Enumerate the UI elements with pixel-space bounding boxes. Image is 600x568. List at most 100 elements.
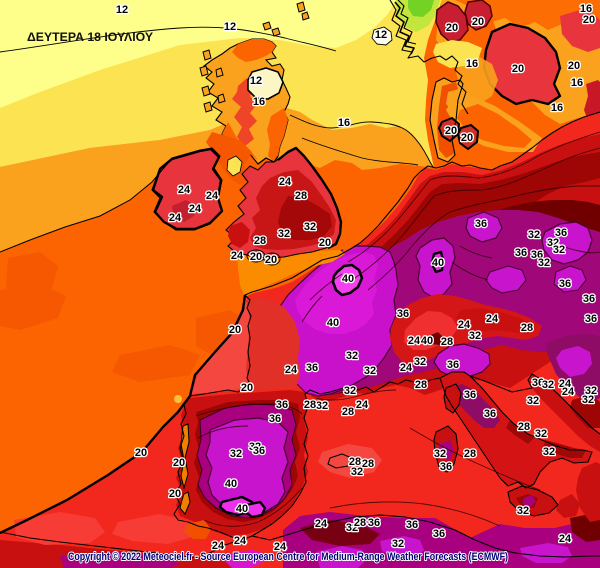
svg-text:12: 12 <box>224 21 236 33</box>
svg-text:12: 12 <box>375 29 387 41</box>
svg-text:ΔΕΥΤΕΡΑ 18 ΙΟΥΛΙΟΥ: ΔΕΥΤΕΡΑ 18 ΙΟΥΛΙΟΥ <box>27 30 153 44</box>
svg-text:16: 16 <box>551 102 563 114</box>
svg-text:32: 32 <box>316 400 328 412</box>
svg-text:40: 40 <box>432 257 444 269</box>
svg-text:20: 20 <box>568 60 580 72</box>
svg-text:16: 16 <box>580 3 592 15</box>
svg-text:28: 28 <box>415 379 427 391</box>
svg-text:24: 24 <box>315 518 328 530</box>
svg-text:32: 32 <box>547 237 559 249</box>
svg-text:36: 36 <box>475 218 487 230</box>
svg-text:20: 20 <box>472 16 484 28</box>
svg-text:24: 24 <box>212 540 225 552</box>
svg-text:28: 28 <box>349 456 361 468</box>
svg-text:32: 32 <box>535 428 547 440</box>
svg-text:16: 16 <box>338 117 350 129</box>
svg-text:20: 20 <box>229 324 241 336</box>
svg-text:36: 36 <box>269 413 281 425</box>
svg-text:36: 36 <box>559 278 571 290</box>
svg-text:20: 20 <box>265 254 277 266</box>
svg-text:32: 32 <box>278 228 290 240</box>
svg-text:32: 32 <box>585 385 597 397</box>
svg-text:24: 24 <box>234 535 247 547</box>
svg-text:24: 24 <box>356 399 369 411</box>
svg-text:32: 32 <box>527 395 539 407</box>
svg-text:24: 24 <box>231 250 244 262</box>
svg-text:20: 20 <box>241 382 253 394</box>
svg-text:36: 36 <box>532 377 544 389</box>
svg-text:32: 32 <box>346 350 358 362</box>
svg-text:24: 24 <box>169 212 182 224</box>
svg-text:28: 28 <box>362 458 374 470</box>
svg-text:28: 28 <box>521 322 533 334</box>
svg-text:16: 16 <box>253 96 265 108</box>
svg-text:36: 36 <box>368 517 380 529</box>
svg-text:36: 36 <box>583 293 595 305</box>
svg-text:24: 24 <box>486 313 499 325</box>
svg-text:24: 24 <box>189 203 202 215</box>
svg-text:32: 32 <box>304 221 316 233</box>
svg-text:28: 28 <box>304 399 316 411</box>
svg-text:28: 28 <box>441 336 453 348</box>
svg-text:40: 40 <box>236 503 248 515</box>
svg-text:32: 32 <box>517 505 529 517</box>
svg-text:36: 36 <box>306 362 318 374</box>
svg-text:36: 36 <box>464 389 476 401</box>
svg-text:28: 28 <box>464 448 476 460</box>
svg-text:32: 32 <box>434 448 446 460</box>
svg-text:20: 20 <box>445 125 457 137</box>
svg-text:36: 36 <box>484 408 496 420</box>
svg-text:24: 24 <box>400 362 413 374</box>
svg-text:36: 36 <box>447 359 459 371</box>
svg-text:24: 24 <box>458 319 471 331</box>
svg-text:36: 36 <box>397 308 409 320</box>
svg-text:24: 24 <box>178 184 191 196</box>
svg-text:32: 32 <box>538 257 550 269</box>
svg-text:20: 20 <box>169 488 181 500</box>
svg-text:12: 12 <box>250 75 262 87</box>
svg-text:36: 36 <box>253 445 265 457</box>
svg-text:32: 32 <box>230 448 242 460</box>
svg-text:32: 32 <box>392 538 404 550</box>
svg-text:20: 20 <box>583 14 595 26</box>
svg-text:36: 36 <box>555 227 567 239</box>
svg-text:24: 24 <box>562 386 575 398</box>
svg-text:20: 20 <box>319 237 331 249</box>
svg-text:20: 20 <box>173 457 185 469</box>
svg-text:32: 32 <box>249 441 261 453</box>
svg-text:20: 20 <box>135 447 147 459</box>
svg-text:40: 40 <box>327 317 339 329</box>
svg-text:36: 36 <box>276 399 288 411</box>
svg-text:28: 28 <box>518 421 530 433</box>
svg-text:20: 20 <box>250 251 262 263</box>
svg-text:32: 32 <box>346 522 358 534</box>
svg-text:16: 16 <box>466 58 478 70</box>
svg-text:40: 40 <box>421 335 433 347</box>
svg-text:32: 32 <box>542 379 554 391</box>
svg-text:32: 32 <box>351 466 363 478</box>
svg-text:28: 28 <box>342 406 354 418</box>
svg-text:24: 24 <box>279 176 292 188</box>
svg-text:40: 40 <box>342 273 354 285</box>
svg-text:24: 24 <box>408 335 421 347</box>
svg-text:32: 32 <box>553 244 565 256</box>
svg-text:32: 32 <box>414 356 426 368</box>
svg-text:24: 24 <box>559 378 572 390</box>
svg-text:20: 20 <box>461 132 473 144</box>
svg-text:24: 24 <box>559 533 572 545</box>
svg-text:28: 28 <box>295 190 307 202</box>
svg-text:36: 36 <box>515 247 527 259</box>
svg-text:32: 32 <box>582 394 594 406</box>
svg-text:36: 36 <box>406 519 418 531</box>
svg-text:28: 28 <box>254 235 266 247</box>
svg-text:36: 36 <box>531 249 543 261</box>
svg-text:40: 40 <box>225 478 237 490</box>
svg-text:24: 24 <box>206 190 219 202</box>
svg-text:32: 32 <box>469 330 481 342</box>
svg-text:24: 24 <box>285 364 298 376</box>
svg-text:12: 12 <box>116 4 128 16</box>
svg-text:20: 20 <box>512 63 524 75</box>
svg-text:24: 24 <box>274 541 287 553</box>
svg-text:Copyright © 2022 Meteociel.fr: Copyright © 2022 Meteociel.fr - Source E… <box>68 551 508 563</box>
svg-text:36: 36 <box>433 528 445 540</box>
